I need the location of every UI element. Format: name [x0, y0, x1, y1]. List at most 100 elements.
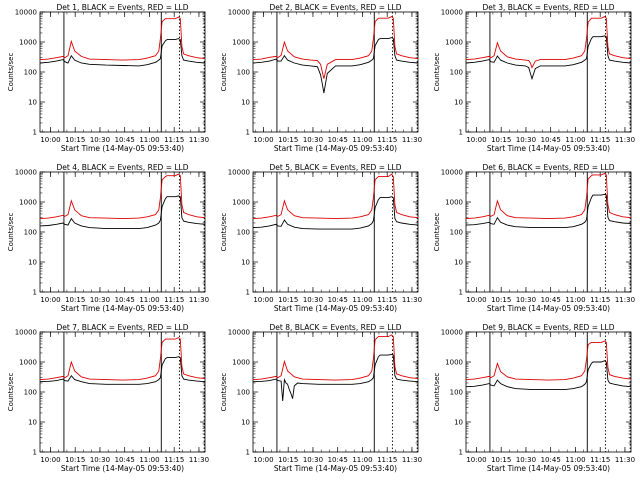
series-line-lld [39, 337, 206, 381]
chart-panel-5: 1 10 100 1000 10000 10:00 10:15 10:30 10:45 11:00… [220, 163, 422, 313]
x-tick-label: 11:30 [402, 296, 422, 304]
y-tick-label: 1 [246, 129, 250, 137]
x-tick-label: 11:30 [615, 136, 635, 144]
y-tick-label: 100 [237, 389, 250, 397]
chart-panel-1: 1 10 100 1000 10000 10:00 10:15 10:30 10:45 11:00… [7, 3, 209, 153]
series-line-events [39, 195, 206, 230]
y-tick-label: 100 [237, 69, 250, 77]
x-tick-label: 10:15 [491, 296, 511, 304]
x-tick-label: 10:00 [253, 296, 273, 304]
plot-frame [252, 331, 419, 453]
x-tick-label: 11:00 [352, 296, 372, 304]
x-tick-label: 10:15 [65, 136, 85, 144]
series-line-lld [39, 173, 206, 220]
x-tick-label: 10:45 [541, 296, 561, 304]
y-tick-label: 10000 [441, 169, 463, 177]
chart-title: Det 2, BLACK = Events, RED = LLD [269, 3, 401, 12]
x-tick-label: 11:15 [377, 136, 397, 144]
y-tick-label: 10 [454, 99, 463, 107]
series-line-events [465, 360, 632, 391]
chart-panel-7: 1 10 100 1000 10000 10:00 10:15 10:30 10:45 11:00… [7, 323, 209, 473]
x-tick-label: 10:30 [516, 296, 536, 304]
series-line-events [252, 37, 419, 94]
x-tick-label: 11:15 [164, 296, 184, 304]
plot-frame [465, 331, 632, 453]
series-line-events [465, 35, 632, 81]
x-tick-label: 11:00 [139, 456, 159, 464]
series-line-events [252, 196, 419, 230]
x-axis-label: Start Time (14-May-05 09:53:40) [487, 304, 610, 313]
x-tick-label: 11:30 [402, 136, 422, 144]
x-tick-label: 10:00 [466, 296, 486, 304]
y-tick-label: 1 [246, 289, 250, 297]
x-tick-label: 10:15 [491, 456, 511, 464]
y-tick-label: 1000 [445, 39, 463, 47]
chart-title: Det 8, BLACK = Events, RED = LLD [269, 323, 401, 332]
y-tick-label: 1000 [232, 359, 250, 367]
x-tick-label: 10:15 [491, 136, 511, 144]
x-tick-label: 11:15 [377, 296, 397, 304]
x-axis-label: Start Time (14-May-05 09:53:40) [487, 464, 610, 473]
x-tick-label: 10:45 [541, 456, 561, 464]
x-tick-label: 10:15 [278, 456, 298, 464]
chart-panel-8: 1 10 100 1000 10000 10:00 10:15 10:30 10:45 11:00… [220, 323, 422, 473]
y-axis-label: Counts/sec [433, 53, 441, 92]
y-axis-label: Counts/sec [7, 53, 15, 92]
x-tick-label: 11:15 [590, 456, 610, 464]
series-line-lld [252, 173, 419, 220]
x-tick-label: 10:15 [65, 456, 85, 464]
y-tick-label: 1 [459, 289, 463, 297]
x-axis-label: Start Time (14-May-05 09:53:40) [61, 304, 184, 313]
chart-title: Det 5, BLACK = Events, RED = LLD [269, 163, 401, 172]
x-axis-label: Start Time (14-May-05 09:53:40) [274, 464, 397, 473]
x-tick-label: 11:30 [402, 456, 422, 464]
plot-frame [39, 171, 206, 293]
y-tick-label: 10000 [441, 329, 463, 337]
y-axis-label: Counts/sec [220, 53, 228, 92]
x-tick-label: 11:30 [189, 296, 209, 304]
chart-title: Det 6, BLACK = Events, RED = LLD [482, 163, 614, 172]
y-tick-label: 1 [459, 449, 463, 457]
x-tick-label: 10:00 [40, 296, 60, 304]
x-tick-label: 11:30 [189, 136, 209, 144]
series-line-lld [39, 16, 206, 61]
x-tick-label: 11:30 [615, 296, 635, 304]
chart-panel-9: 1 10 100 1000 10000 10:00 10:15 10:30 10:45 11:00… [433, 323, 635, 473]
y-tick-label: 1000 [19, 39, 37, 47]
x-tick-label: 10:00 [253, 136, 273, 144]
series-line-events [465, 193, 632, 229]
y-tick-label: 1000 [19, 359, 37, 367]
y-tick-label: 100 [24, 229, 37, 237]
y-tick-label: 100 [450, 229, 463, 237]
x-tick-label: 11:15 [164, 136, 184, 144]
x-tick-label: 10:30 [303, 136, 323, 144]
y-axis-label: Counts/sec [433, 373, 441, 412]
x-axis-label: Start Time (14-May-05 09:53:40) [274, 304, 397, 313]
y-tick-label: 10 [454, 259, 463, 267]
chart-title: Det 4, BLACK = Events, RED = LLD [56, 163, 188, 172]
x-tick-label: 11:15 [164, 456, 184, 464]
chart-title: Det 7, BLACK = Events, RED = LLD [56, 323, 188, 332]
x-axis-label: Start Time (14-May-05 09:53:40) [61, 144, 184, 153]
y-tick-label: 1 [33, 449, 37, 457]
x-tick-label: 11:00 [565, 296, 585, 304]
x-tick-label: 10:00 [253, 456, 273, 464]
y-tick-label: 10000 [441, 9, 463, 17]
x-tick-label: 11:00 [352, 136, 372, 144]
y-axis-label: Counts/sec [433, 213, 441, 252]
y-tick-label: 10 [28, 99, 37, 107]
x-tick-label: 10:45 [115, 296, 135, 304]
x-tick-label: 10:45 [328, 456, 348, 464]
series-line-lld [465, 172, 632, 220]
y-tick-label: 1 [246, 449, 250, 457]
x-tick-label: 11:00 [565, 136, 585, 144]
y-tick-label: 10000 [15, 329, 37, 337]
x-tick-label: 10:45 [115, 136, 135, 144]
series-line-events [252, 353, 419, 402]
x-axis-label: Start Time (14-May-05 09:53:40) [274, 144, 397, 153]
x-tick-label: 11:00 [139, 136, 159, 144]
y-tick-label: 1000 [445, 199, 463, 207]
x-tick-label: 10:00 [466, 456, 486, 464]
x-tick-label: 11:30 [189, 456, 209, 464]
